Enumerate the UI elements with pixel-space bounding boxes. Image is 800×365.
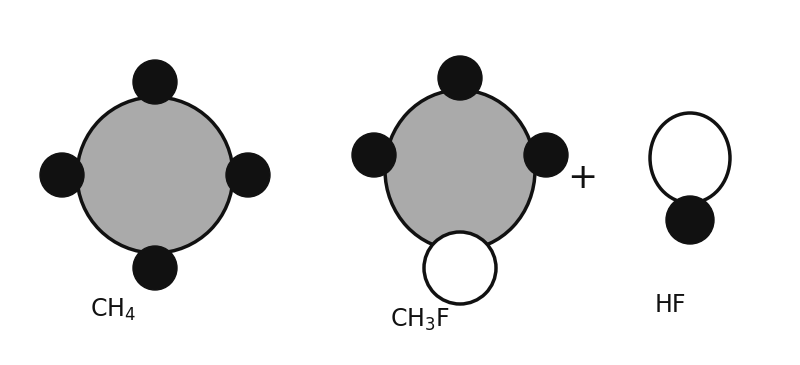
Text: CH$_3$F: CH$_3$F <box>390 307 450 333</box>
Circle shape <box>226 153 270 197</box>
Ellipse shape <box>650 113 730 203</box>
Ellipse shape <box>77 97 233 253</box>
Circle shape <box>524 133 568 177</box>
Circle shape <box>352 133 396 177</box>
Circle shape <box>133 246 177 290</box>
Circle shape <box>666 196 714 244</box>
Text: +: + <box>567 161 597 195</box>
Ellipse shape <box>385 90 535 250</box>
Text: HF: HF <box>655 293 686 317</box>
Circle shape <box>40 153 84 197</box>
Circle shape <box>133 60 177 104</box>
Circle shape <box>438 56 482 100</box>
Ellipse shape <box>424 232 496 304</box>
Text: CH$_4$: CH$_4$ <box>90 297 136 323</box>
